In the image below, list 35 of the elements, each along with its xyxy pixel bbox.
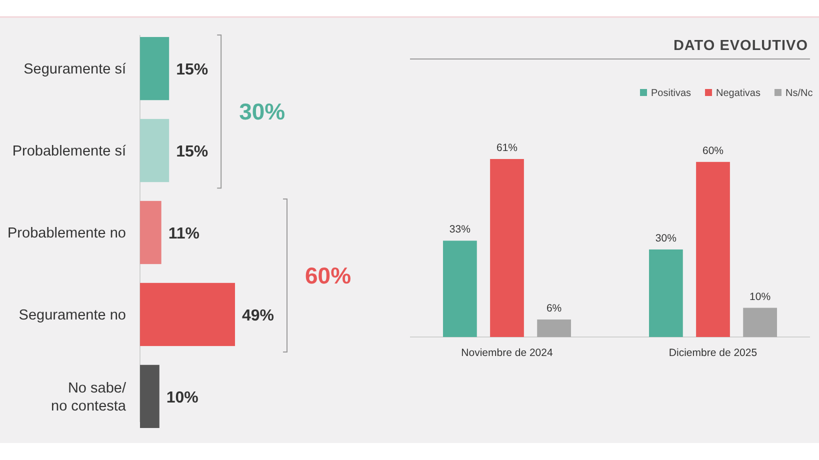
bar (140, 364, 160, 428)
data-label: 15% (176, 144, 208, 161)
bar (490, 159, 524, 337)
data-label: 30% (655, 232, 676, 244)
data-label: 15% (176, 62, 208, 79)
bar (140, 282, 235, 346)
bar (140, 200, 162, 264)
bar (140, 37, 170, 100)
bar (649, 249, 683, 337)
data-label: 10% (750, 290, 771, 303)
data-label: 60% (702, 144, 724, 157)
bar (743, 308, 777, 337)
bar (140, 118, 170, 182)
data-label: 6% (546, 302, 562, 314)
data-label: 11% (168, 226, 200, 242)
y-tick-label: Seguramente no (18, 307, 126, 324)
bar (537, 319, 571, 337)
y-tick-label: No sabe/no contesta (51, 380, 127, 414)
data-label: 49% (242, 307, 274, 324)
bar (696, 162, 730, 337)
legend-label: Ns/Nc (785, 88, 813, 99)
text: 30% (239, 98, 286, 125)
y-tick-label: Seguramente sí (24, 62, 126, 78)
chart-title: DATO EVOLUTIVO (673, 38, 808, 54)
data-label: 33% (449, 224, 470, 236)
data-label: 61% (496, 142, 518, 154)
text: 60% (305, 262, 352, 288)
y-tick-label: Probablemente sí (12, 144, 126, 160)
data-label: 10% (166, 389, 198, 406)
x-tick-label: Noviembre de 2024 (461, 347, 553, 359)
legend-label: Positivas (651, 88, 692, 99)
legend-label: Negativas (716, 88, 760, 99)
bar (443, 240, 477, 337)
x-tick-label: Diciembre de 2025 (668, 347, 758, 359)
y-tick-label: Probablemente no (8, 226, 126, 242)
